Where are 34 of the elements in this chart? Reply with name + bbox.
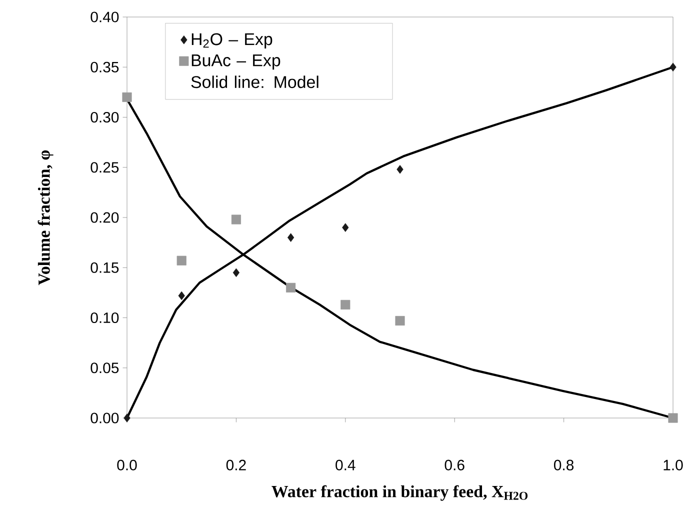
y-tick-label: 0.35 (90, 62, 119, 72)
y-axis-title: Volume fraction, φ (38, 150, 54, 286)
point (396, 164, 404, 174)
point (178, 291, 185, 300)
x-axis-title: Water fraction in binary feed, X$_{H2O}$ (272, 485, 528, 501)
y-tick-label: 0.30 (90, 112, 119, 123)
legend-label: H$_{2}$O – Exp (192, 33, 272, 49)
point (286, 282, 296, 292)
x-tick-label: 0.6 (444, 460, 464, 470)
y-tick-label: 0.00 (90, 412, 119, 424)
y-tick-label: 0.25 (90, 162, 119, 173)
point (668, 413, 678, 423)
legend-label: BuAc – Exp (192, 54, 280, 70)
point (395, 316, 405, 326)
x-tick-label: 1.0 (664, 460, 683, 470)
point (231, 214, 241, 224)
y-tick-label: 0.05 (90, 362, 119, 374)
y-tick-label: 0.20 (90, 212, 119, 223)
point (342, 223, 349, 232)
y-tick-label: 0.10 (90, 312, 119, 324)
annotation: Solid line: Model (191, 76, 318, 88)
point (670, 62, 676, 72)
x-tick-label: 0.2 (226, 460, 246, 470)
point (287, 233, 294, 242)
x-tick-label: 0.4 (336, 460, 356, 470)
point (122, 92, 132, 102)
point (232, 268, 240, 278)
point (124, 414, 130, 422)
y-tick-label: 0.40 (90, 12, 119, 22)
x-tick-label: 0.0 (117, 460, 137, 470)
point (176, 256, 186, 266)
y-tick-label: 0.15 (90, 262, 119, 273)
point (340, 300, 350, 310)
x-tick-label: 0.8 (554, 460, 574, 470)
